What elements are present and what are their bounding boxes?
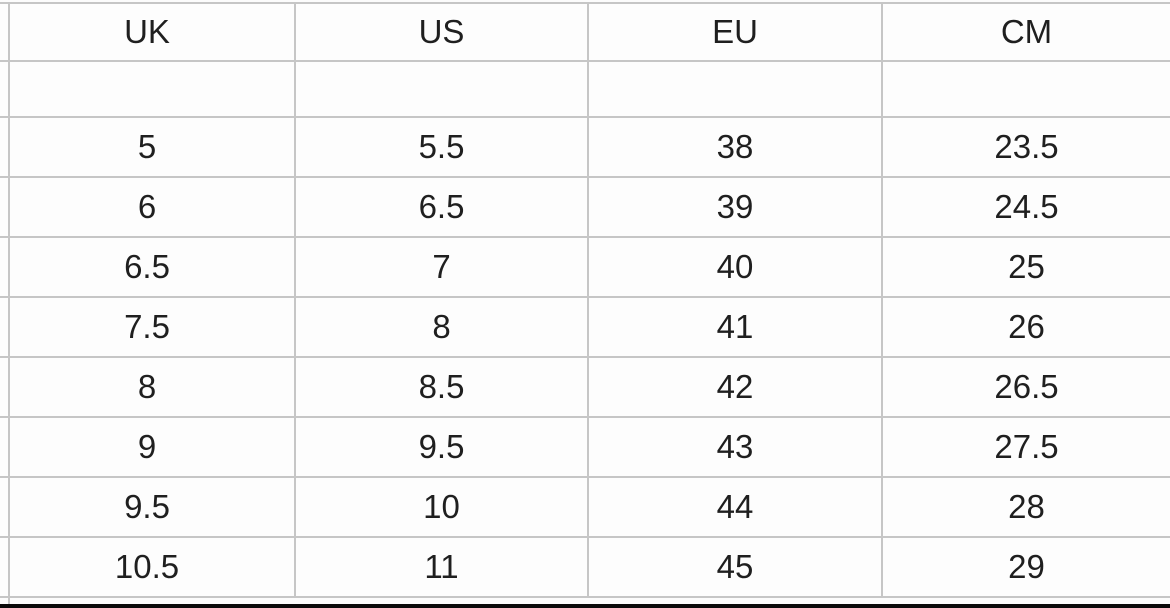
column-header-eu: EU	[588, 2, 883, 62]
table-cell: 9.5	[0, 476, 296, 538]
table-row: 7.5 8 41 26	[0, 296, 1170, 358]
table-row: 9 9.5 43 27.5	[0, 416, 1170, 478]
table-cell	[882, 60, 1170, 118]
table-cell: 43	[588, 416, 883, 478]
table-cell	[0, 60, 296, 118]
table-cell: 42	[588, 356, 883, 418]
table-row: 5 5.5 38 23.5	[0, 116, 1170, 178]
table-row: 6.5 7 40 25	[0, 236, 1170, 298]
column-header-us: US	[295, 2, 589, 62]
table-cell: 26	[882, 296, 1170, 358]
table-cell: 7.5	[0, 296, 296, 358]
table-header-row: UK US EU CM	[0, 2, 1170, 62]
table-cell: 9	[0, 416, 296, 478]
table-cell: 10	[295, 476, 589, 538]
table-cell: 8	[295, 296, 589, 358]
table-cell: 8.5	[295, 356, 589, 418]
table-cell: 44	[588, 476, 883, 538]
table-cell: 6.5	[0, 236, 296, 298]
table-cell: 5.5	[295, 116, 589, 178]
table-cell: 10.5	[0, 536, 296, 598]
table-row: 10.5 11 45 29	[0, 536, 1170, 598]
table-cell: 11	[295, 536, 589, 598]
table-cell	[295, 60, 589, 118]
table-cell: 6.5	[295, 176, 589, 238]
table-cell: 40	[588, 236, 883, 298]
table-cell: 38	[588, 116, 883, 178]
table-row: 8 8.5 42 26.5	[0, 356, 1170, 418]
table-cell: 29	[882, 536, 1170, 598]
column-header-cm: CM	[882, 2, 1170, 62]
table-cell: 8	[0, 356, 296, 418]
table-cell: 5	[0, 116, 296, 178]
bottom-black-strip	[0, 604, 1170, 608]
table-cell: 45	[588, 536, 883, 598]
table-cell: 41	[588, 296, 883, 358]
table-cell: 7	[295, 236, 589, 298]
table-cell: 26.5	[882, 356, 1170, 418]
table-cell: 24.5	[882, 176, 1170, 238]
table-cell: 28	[882, 476, 1170, 538]
table-cell: 39	[588, 176, 883, 238]
table-row: 6 6.5 39 24.5	[0, 176, 1170, 238]
table-cell: 25	[882, 236, 1170, 298]
table-cell: 9.5	[295, 416, 589, 478]
table-cell: 27.5	[882, 416, 1170, 478]
table-cell: 6	[0, 176, 296, 238]
column-header-uk: UK	[0, 2, 296, 62]
table-row: 9.5 10 44 28	[0, 476, 1170, 538]
table-cell: 23.5	[882, 116, 1170, 178]
table-cell	[588, 60, 883, 118]
empty-spacer-row	[0, 60, 1170, 118]
left-edge-gridline	[8, 2, 10, 604]
